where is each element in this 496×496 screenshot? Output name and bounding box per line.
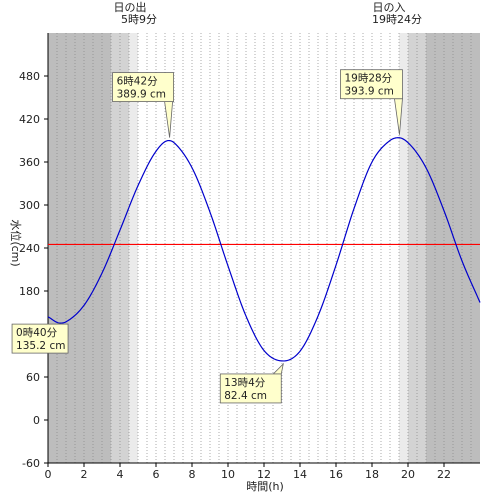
callout-pointer-2	[272, 362, 284, 375]
callout-value-1: 389.9 cm	[117, 89, 166, 101]
x-tick-label-9: 18	[365, 468, 379, 481]
daylight-shading	[48, 33, 480, 463]
callout-time-0: 0時40分	[16, 327, 58, 339]
y-tick-label-0: -60	[22, 457, 40, 470]
callout-value-2: 82.4 cm	[224, 390, 267, 402]
x-tick-label-11: 22	[437, 468, 451, 481]
callout-value-3: 393.9 cm	[344, 86, 393, 98]
callout-box-0	[11, 323, 69, 354]
y-axis-label: 水位(cm)	[9, 219, 23, 266]
x-tick-label-3: 6	[153, 468, 160, 481]
x-tick-labels: 0 2 4 6 8 10 12 14 16 18 20 22	[45, 468, 452, 481]
tide-line-0	[47, 137, 481, 362]
y-tick-label-1: 0	[33, 414, 40, 427]
shade-band-4	[408, 33, 426, 463]
sunrise-title: 日の出	[114, 0, 147, 14]
y-tick-label-4: 180	[19, 285, 40, 298]
sunrise-time: 5時9分	[121, 13, 157, 26]
shade-band-0	[48, 33, 111, 463]
x-tick-label-6: 12	[257, 468, 271, 481]
y-tick-label-9: 480	[19, 70, 40, 83]
y-tick-labels: -60060120180240300360420480	[19, 70, 40, 470]
callout-value-0: 135.2 cm	[16, 340, 65, 352]
sunset-title: 日の入	[373, 1, 406, 14]
y-tick-label-5: 240	[19, 242, 40, 255]
callout-time-2: 13時4分	[224, 377, 266, 389]
x-tick-label-1: 2	[81, 468, 88, 481]
axes	[44, 33, 480, 467]
y-tick-label-2: 60	[26, 371, 40, 384]
x-tick-label-10: 20	[401, 468, 415, 481]
x-tick-label-7: 14	[293, 468, 307, 481]
tide-series	[47, 137, 481, 362]
x-tick-label-8: 16	[329, 468, 343, 481]
callout-time-3: 19時28分	[344, 73, 392, 85]
y-tick-label-6: 300	[19, 199, 40, 212]
callout-box-3	[340, 69, 403, 100]
sunset-time: 19時24分	[372, 13, 422, 26]
shade-band-5	[426, 33, 480, 463]
shade-band-1	[111, 33, 129, 463]
x-tick-label-0: 0	[45, 468, 52, 481]
y-tick-label-7: 360	[19, 156, 40, 169]
callout-box-1	[112, 72, 174, 102]
y-tick-label-8: 420	[19, 113, 40, 126]
callout-pointer-1	[164, 101, 174, 138]
x-axis-label: 時間(h)	[246, 480, 284, 493]
x-tick-label-4: 8	[189, 468, 196, 481]
x-tick-label-2: 4	[117, 468, 124, 481]
callout-time-1: 6時42分	[117, 76, 159, 88]
callout-box-2	[219, 373, 282, 404]
shade-band-2	[129, 33, 138, 463]
x-tick-label-5: 10	[221, 468, 235, 481]
shade-band-3	[399, 33, 408, 463]
